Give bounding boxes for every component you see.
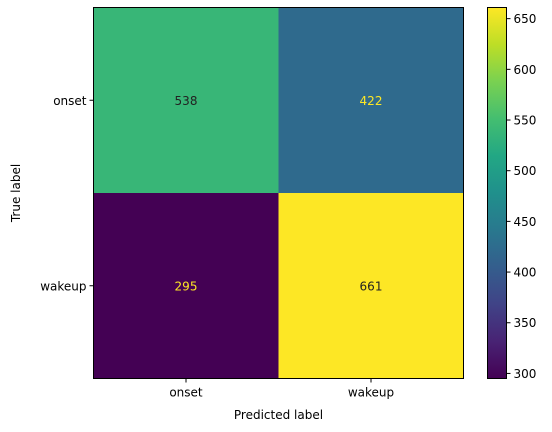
colorbar-tick-label: 300 (514, 367, 537, 381)
colorbar-tick-label: 350 (514, 316, 537, 330)
y-axis-label: True label (9, 164, 23, 223)
x-axis-ticks: onset wakeup (169, 378, 394, 400)
colorbar-tick-label: 500 (514, 164, 537, 178)
plot-frame (93, 7, 464, 379)
cell-value-label: 538 (175, 94, 198, 108)
heatmap-cell-labels: 538 422 295 661 (175, 94, 383, 294)
heatmap-cell-onset-wakeup (278, 7, 464, 194)
colorbar-tick-label: 450 (514, 215, 537, 229)
colorbar-tick-label: 400 (514, 266, 537, 280)
heatmap-cells (93, 7, 464, 379)
colorbar-tick-label: 600 (514, 63, 537, 77)
y-axis-ticks: onset wakeup (40, 94, 94, 293)
x-tick-label: onset (169, 386, 203, 400)
colorbar-ticks: 300 350 400 450 500 550 600 650 (506, 12, 537, 381)
y-tick-label: wakeup (40, 279, 86, 293)
heatmap-cell-wakeup-wakeup (278, 193, 464, 379)
x-axis-label: Predicted label (234, 408, 323, 422)
heatmap-cell-wakeup-onset (93, 193, 279, 379)
colorbar-tick-label: 550 (514, 114, 537, 128)
cell-value-label: 422 (360, 94, 383, 108)
y-tick-label: onset (53, 94, 87, 108)
cell-value-label: 661 (360, 279, 383, 293)
colorbar (487, 7, 507, 379)
heatmap-cell-onset-onset (93, 7, 279, 194)
x-tick-label: wakeup (348, 386, 394, 400)
cell-value-label: 295 (175, 279, 198, 293)
colorbar-tick-label: 650 (514, 12, 537, 26)
